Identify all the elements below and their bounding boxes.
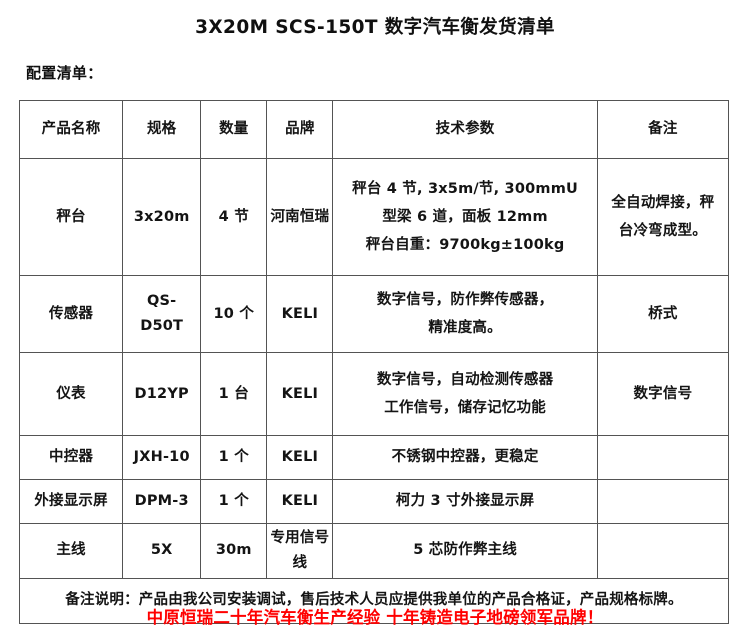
remark-lines: 全自动焊接，秤 台冷弯成型。 <box>601 189 725 246</box>
cell-quantity: 1 个 <box>200 479 268 524</box>
cell-product-name: 仪表 <box>18 352 124 436</box>
cell-remarks: 桥式 <box>596 275 730 353</box>
cell-tech-params: 不锈钢中控器，更稳定 <box>332 435 598 480</box>
cell-remarks: 数字信号 <box>596 352 730 436</box>
column-header-brand: 品牌 <box>266 100 334 159</box>
tech-line: 工作信号，储存记忆功能 <box>384 400 546 416</box>
cell-tech-params: 数字信号，防作弊传感器， 精准度高。 <box>332 275 598 353</box>
cell-brand: KELI <box>266 275 334 353</box>
cell-specification: QS-D50T <box>122 275 202 353</box>
specification-table: 产品名称 规格 数量 品牌 技术参数 备注 秤台 3x20m 4 节 河南恒瑞 … <box>18 100 730 624</box>
cell-brand: KELI <box>266 479 334 524</box>
remark-line: 台冷弯成型。 <box>618 223 707 239</box>
cell-quantity: 1 台 <box>200 352 268 436</box>
cell-specification: 5X <box>122 523 202 579</box>
remark-line: 全自动焊接，秤 <box>611 194 715 211</box>
notes-text: 备注说明：产品由我公司安装调试，售后技术人员应提供我单位的产品合格证，产品规格标… <box>19 577 729 624</box>
page-title: 3X20M SCS-150T 数字汽车衡发货清单 <box>195 17 555 38</box>
table-row: 秤台 3x20m 4 节 河南恒瑞 秤台 4 节, 3x5m/节, 300mmU… <box>18 158 730 276</box>
cell-remarks <box>596 435 730 480</box>
table-row: 传感器 QS-D50T 10 个 KELI 数字信号，防作弊传感器， 精准度高。… <box>18 275 730 353</box>
cell-quantity: 1 个 <box>200 435 268 480</box>
table-row: 主线 5X 30m 专用信号线 5 芯防作弊主线 <box>18 523 730 579</box>
cell-tech-params: 秤台 4 节, 3x5m/节, 300mmU 型梁 6 道，面板 12mm 秤台… <box>332 158 598 276</box>
cell-product-name: 传感器 <box>18 275 124 353</box>
table-header-row: 产品名称 规格 数量 品牌 技术参数 备注 <box>18 100 730 159</box>
cell-specification: D12YP <box>122 352 202 436</box>
column-header-remarks: 备注 <box>596 100 730 159</box>
cell-tech-params: 5 芯防作弊主线 <box>332 523 598 579</box>
cell-specification: JXH-10 <box>122 435 202 480</box>
cell-quantity: 10 个 <box>200 275 268 353</box>
tech-line: 秤台自重：9700kg±100kg <box>365 237 565 254</box>
tech-line: 数字信号，自动检测传感器 <box>376 371 554 388</box>
table-row: 仪表 D12YP 1 台 KELI 数字信号，自动检测传感器 工作信号，储存记忆… <box>18 352 730 436</box>
table-row: 中控器 JXH-10 1 个 KELI 不锈钢中控器，更稳定 <box>18 435 730 480</box>
cell-remarks <box>596 523 730 579</box>
tech-line: 型梁 6 道，面板 12mm <box>382 208 548 225</box>
column-header-tech-params: 技术参数 <box>332 100 598 159</box>
column-header-specification: 规格 <box>122 100 202 159</box>
cell-product-name: 秤台 <box>18 158 124 276</box>
cell-product-name: 中控器 <box>18 435 124 480</box>
cell-brand: 专用信号线 <box>266 523 334 579</box>
tech-line: 数字信号，防作弊传感器， <box>376 291 554 308</box>
cell-product-name: 外接显示屏 <box>18 479 124 524</box>
cell-specification: DPM-3 <box>122 479 202 524</box>
configuration-list-label: 配置清单： <box>26 64 103 82</box>
tech-lines: 秤台 4 节, 3x5m/节, 300mmU 型梁 6 道，面板 12mm 秤台… <box>336 175 593 260</box>
cell-tech-params: 柯力 3 寸外接显示屏 <box>332 479 598 524</box>
cell-remarks: 全自动焊接，秤 台冷弯成型。 <box>596 158 730 276</box>
tech-line: 精准度高。 <box>428 320 502 336</box>
table-notes-row: 备注说明：产品由我公司安装调试，售后技术人员应提供我单位的产品合格证，产品规格标… <box>19 577 729 624</box>
footer-slogan: 中原恒瑞二十年汽车衡生产经验 十年铸造电子地磅领军品牌！ <box>146 608 604 627</box>
cell-brand: KELI <box>266 435 334 480</box>
table-row: 外接显示屏 DPM-3 1 个 KELI 柯力 3 寸外接显示屏 <box>18 479 730 524</box>
tech-lines: 数字信号，自动检测传感器 工作信号，储存记忆功能 <box>336 366 593 423</box>
column-header-product-name: 产品名称 <box>18 100 124 159</box>
cell-product-name: 主线 <box>18 523 124 579</box>
cell-quantity: 4 节 <box>200 158 268 276</box>
cell-brand: KELI <box>266 352 334 436</box>
tech-lines: 数字信号，防作弊传感器， 精准度高。 <box>336 286 593 343</box>
cell-remarks <box>596 479 730 524</box>
cell-brand: 河南恒瑞 <box>266 158 334 276</box>
cell-quantity: 30m <box>200 523 268 579</box>
tech-line: 秤台 4 节, 3x5m/节, 300mmU <box>352 180 579 197</box>
cell-tech-params: 数字信号，自动检测传感器 工作信号，储存记忆功能 <box>332 352 598 436</box>
cell-specification: 3x20m <box>122 158 202 276</box>
column-header-quantity: 数量 <box>200 100 268 159</box>
